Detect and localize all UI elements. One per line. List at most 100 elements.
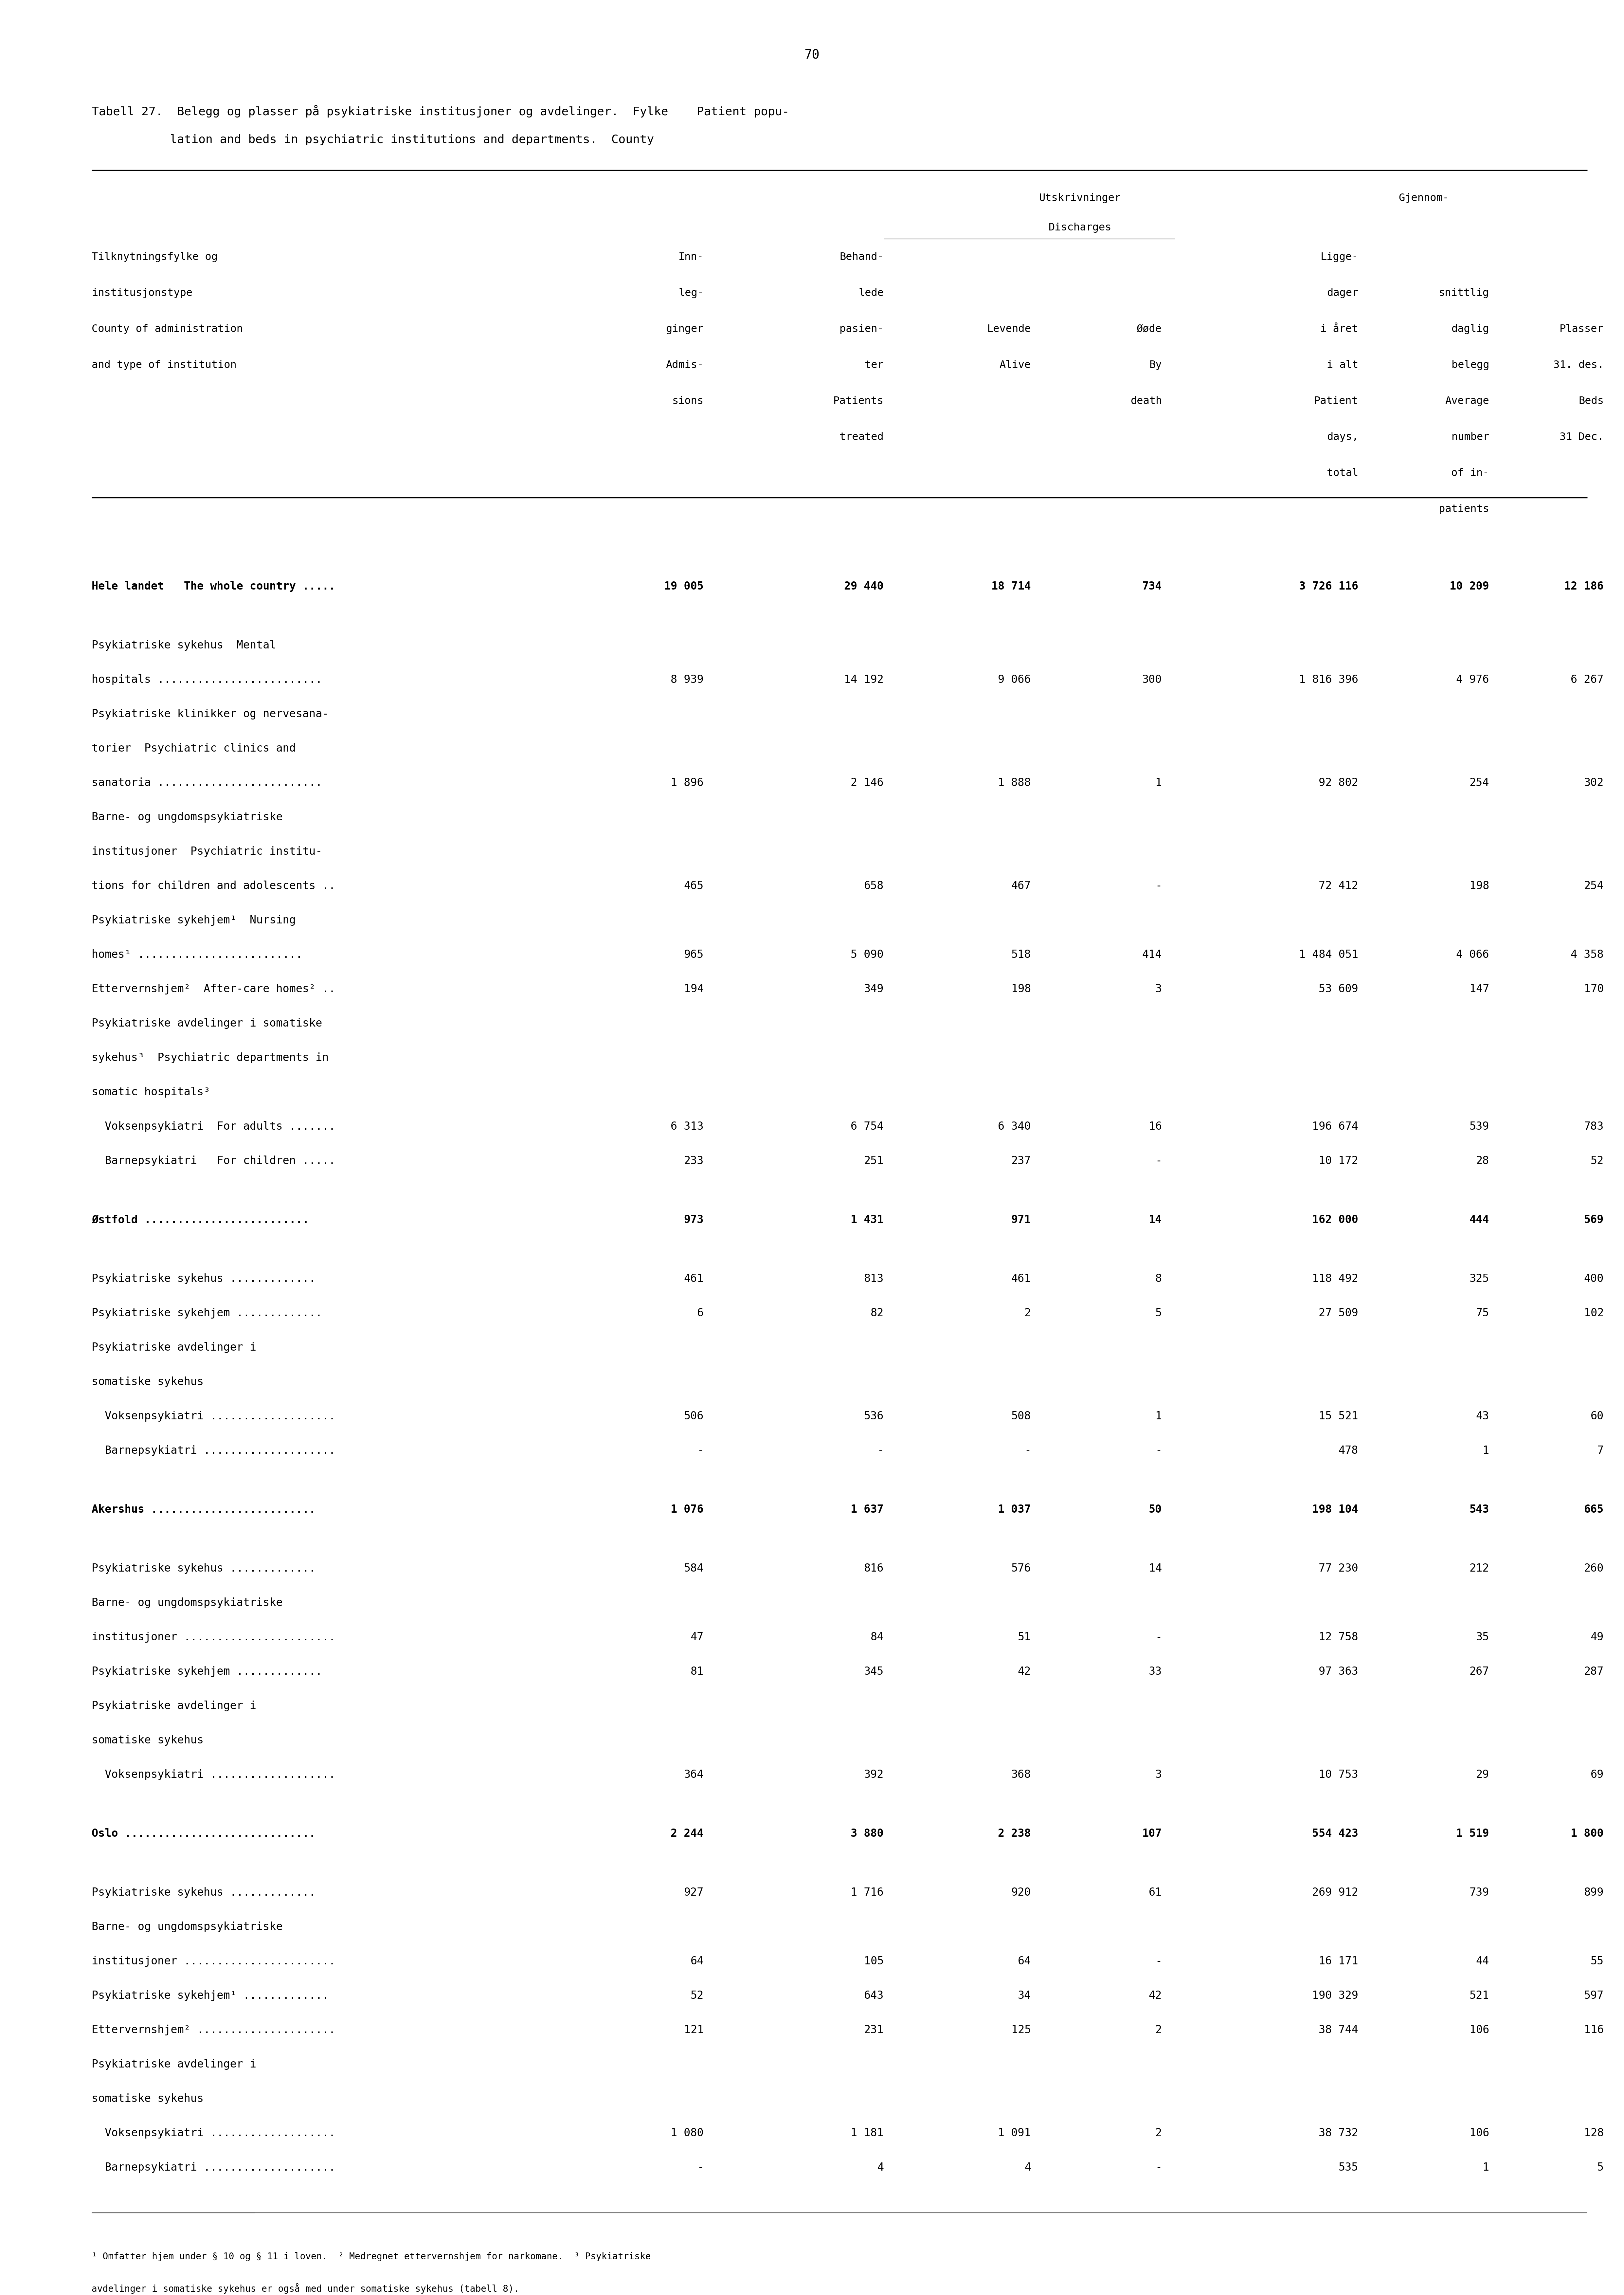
Text: 5: 5 [1155,1308,1161,1320]
Text: 260: 260 [1583,1563,1605,1574]
Text: 6: 6 [697,1308,703,1320]
Text: 349: 349 [864,985,883,994]
Text: 539: 539 [1470,1122,1489,1131]
Text: 35: 35 [1476,1632,1489,1643]
Text: i året: i året [1320,324,1358,335]
Text: 971: 971 [1012,1214,1031,1226]
Text: 118 492: 118 492 [1312,1274,1358,1285]
Text: treated: treated [840,431,883,443]
Text: 170: 170 [1583,985,1605,994]
Text: 81: 81 [690,1666,703,1678]
Text: Barnepsykiatri   For children .....: Barnepsykiatri For children ..... [91,1154,335,1166]
Text: 368: 368 [1012,1769,1031,1781]
Text: daglig: daglig [1452,324,1489,335]
Text: 29: 29 [1476,1769,1489,1781]
Text: institusjoner .......................: institusjoner ....................... [91,1632,335,1643]
Text: 15 521: 15 521 [1319,1411,1358,1421]
Text: 51: 51 [1018,1632,1031,1643]
Text: 1: 1 [1155,778,1161,787]
Text: 392: 392 [864,1769,883,1781]
Text: 47: 47 [690,1632,703,1643]
Text: 61: 61 [1148,1886,1161,1898]
Text: 554 423: 554 423 [1312,1829,1358,1838]
Text: 269 912: 269 912 [1312,1886,1358,1898]
Text: Psykiatriske sykehjem .............: Psykiatriske sykehjem ............. [91,1308,322,1320]
Text: 5: 5 [1596,2162,1605,2173]
Text: Psykiatriske sykehjem¹  Nursing: Psykiatriske sykehjem¹ Nursing [91,916,296,925]
Text: sions: sions [672,397,703,406]
Text: patients: patients [1439,505,1489,514]
Text: 4 358: 4 358 [1570,950,1605,959]
Text: somatiske sykehus: somatiske sykehus [91,2093,203,2105]
Text: 70: 70 [804,48,820,62]
Text: 2 146: 2 146 [851,778,883,787]
Text: Psykiatriske avdelinger i: Psykiatriske avdelinger i [91,2059,257,2070]
Text: 734: 734 [1142,581,1161,592]
Text: Oslo .............................: Oslo ............................. [91,1829,315,1838]
Text: 658: 658 [864,881,883,890]
Text: sanatoria .........................: sanatoria ......................... [91,778,322,787]
Text: 6 267: 6 267 [1570,675,1605,686]
Text: Barne- og ungdomspsykiatriske: Barne- og ungdomspsykiatriske [91,1921,283,1932]
Text: 116: 116 [1583,2024,1605,2036]
Text: Psykiatriske sykehus .............: Psykiatriske sykehus ............. [91,1563,315,1574]
Text: death: death [1130,397,1161,406]
Text: belegg: belegg [1452,360,1489,369]
Text: 106: 106 [1470,2024,1489,2036]
Text: 52: 52 [1590,1154,1605,1166]
Text: 50: 50 [1148,1503,1161,1515]
Text: 1 037: 1 037 [999,1503,1031,1515]
Text: Plasser: Plasser [1559,324,1605,335]
Text: days,: days, [1327,431,1358,443]
Text: 302: 302 [1583,778,1605,787]
Text: 1 800: 1 800 [1570,1829,1605,1838]
Text: 535: 535 [1338,2162,1358,2173]
Text: Ettervernshjem²  After-care homes² ..: Ettervernshjem² After-care homes² .. [91,985,335,994]
Text: 60: 60 [1590,1411,1605,1421]
Text: 33: 33 [1148,1666,1161,1678]
Text: 198: 198 [1012,985,1031,994]
Text: 77 230: 77 230 [1319,1563,1358,1574]
Text: 106: 106 [1470,2127,1489,2139]
Text: 569: 569 [1583,1214,1605,1226]
Text: 576: 576 [1012,1563,1031,1574]
Text: 42: 42 [1018,1666,1031,1678]
Text: -: - [1155,1632,1161,1643]
Text: Barne- og ungdomspsykiatriske: Barne- og ungdomspsykiatriske [91,1597,283,1609]
Text: 2: 2 [1025,1308,1031,1320]
Text: tions for children and adolescents ..: tions for children and adolescents .. [91,881,335,890]
Text: Inn-: Inn- [679,252,703,262]
Text: 97 363: 97 363 [1319,1666,1358,1678]
Text: 27 509: 27 509 [1319,1308,1358,1320]
Text: 55: 55 [1590,1955,1605,1967]
Text: 10 753: 10 753 [1319,1769,1358,1781]
Text: 1 076: 1 076 [671,1503,703,1515]
Text: 739: 739 [1470,1886,1489,1898]
Text: 251: 251 [864,1154,883,1166]
Text: 1: 1 [1155,1411,1161,1421]
Text: 927: 927 [684,1886,703,1898]
Text: somatiske sykehus: somatiske sykehus [91,1377,203,1386]
Text: somatic hospitals³: somatic hospitals³ [91,1088,209,1097]
Text: 518: 518 [1012,950,1031,959]
Text: 1 431: 1 431 [851,1214,883,1226]
Text: 508: 508 [1012,1411,1031,1421]
Text: 237: 237 [1012,1154,1031,1166]
Text: leg-: leg- [679,289,703,298]
Text: 1: 1 [1483,1446,1489,1455]
Text: Tabell 27.  Belegg og plasser på psykiatriske institusjoner og avdelinger.  Fylk: Tabell 27. Belegg og plasser på psykiatr… [91,106,789,117]
Text: 584: 584 [684,1563,703,1574]
Text: 105: 105 [864,1955,883,1967]
Text: 12 186: 12 186 [1564,581,1605,592]
Text: 506: 506 [684,1411,703,1421]
Text: 1 896: 1 896 [671,778,703,787]
Text: Utskrivninger: Utskrivninger [1039,193,1121,204]
Text: 82: 82 [870,1308,883,1320]
Text: ginger: ginger [666,324,703,335]
Text: Hele landet   The whole country .....: Hele landet The whole country ..... [91,581,335,592]
Text: 190 329: 190 329 [1312,1990,1358,2001]
Text: 3 726 116: 3 726 116 [1299,581,1358,592]
Text: 49: 49 [1590,1632,1605,1643]
Text: 212: 212 [1470,1563,1489,1574]
Text: 1 080: 1 080 [671,2127,703,2139]
